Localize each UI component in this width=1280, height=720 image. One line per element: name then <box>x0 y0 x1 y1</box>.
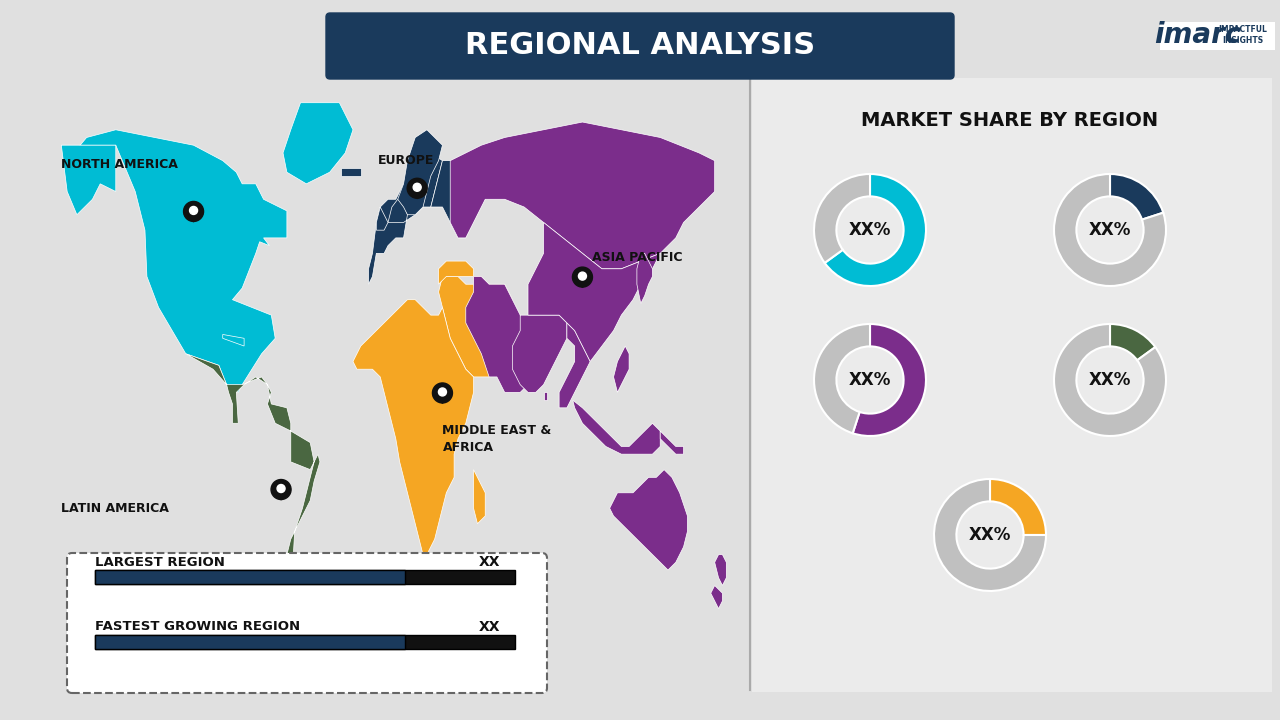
Circle shape <box>579 272 586 280</box>
Text: XX%: XX% <box>849 371 891 389</box>
Polygon shape <box>439 276 500 377</box>
Polygon shape <box>61 145 115 215</box>
Circle shape <box>439 388 447 396</box>
Polygon shape <box>544 392 548 400</box>
Wedge shape <box>934 479 1046 591</box>
Polygon shape <box>613 346 628 392</box>
Polygon shape <box>186 354 320 647</box>
Polygon shape <box>376 207 388 230</box>
Polygon shape <box>342 168 361 176</box>
Polygon shape <box>572 280 593 288</box>
Polygon shape <box>369 153 443 284</box>
Circle shape <box>572 267 593 287</box>
Text: XX: XX <box>479 555 500 569</box>
Polygon shape <box>283 103 353 184</box>
Text: NORTH AMERICA: NORTH AMERICA <box>61 158 178 171</box>
FancyBboxPatch shape <box>753 78 1272 692</box>
Text: REGIONAL ANALYSIS: REGIONAL ANALYSIS <box>465 32 815 60</box>
Circle shape <box>271 480 291 500</box>
FancyBboxPatch shape <box>1160 22 1275 50</box>
Polygon shape <box>474 469 485 523</box>
Wedge shape <box>814 174 870 263</box>
FancyBboxPatch shape <box>95 570 404 584</box>
FancyBboxPatch shape <box>95 635 404 649</box>
Polygon shape <box>660 431 684 454</box>
Circle shape <box>433 383 452 403</box>
Text: ASIA PACIFIC: ASIA PACIFIC <box>593 251 682 264</box>
Polygon shape <box>398 130 443 215</box>
Circle shape <box>189 207 197 215</box>
Polygon shape <box>353 300 474 554</box>
Text: IMPACTFUL
INSIGHTS: IMPACTFUL INSIGHTS <box>1219 24 1267 45</box>
Polygon shape <box>431 161 489 238</box>
Polygon shape <box>407 192 428 199</box>
Polygon shape <box>714 554 726 585</box>
FancyBboxPatch shape <box>67 553 547 693</box>
FancyBboxPatch shape <box>95 570 515 584</box>
Circle shape <box>276 485 285 492</box>
Polygon shape <box>474 276 512 330</box>
Text: LARGEST REGION: LARGEST REGION <box>95 556 225 569</box>
Wedge shape <box>814 324 870 433</box>
Circle shape <box>183 202 204 222</box>
Polygon shape <box>529 222 660 361</box>
Polygon shape <box>637 253 653 304</box>
Text: EUROPE: EUROPE <box>379 154 435 167</box>
Polygon shape <box>439 261 474 284</box>
Polygon shape <box>451 122 714 269</box>
Wedge shape <box>989 479 1046 535</box>
Wedge shape <box>1053 324 1166 436</box>
Text: MARKET SHARE BY REGION: MARKET SHARE BY REGION <box>861 110 1158 130</box>
Circle shape <box>413 184 421 192</box>
Polygon shape <box>433 396 452 404</box>
Polygon shape <box>609 469 687 570</box>
FancyBboxPatch shape <box>326 13 954 79</box>
Wedge shape <box>852 324 925 436</box>
Polygon shape <box>466 276 544 392</box>
Wedge shape <box>1110 324 1156 360</box>
Wedge shape <box>1110 174 1164 220</box>
Text: XX: XX <box>479 620 500 634</box>
Text: MIDDLE EAST &
AFRICA: MIDDLE EAST & AFRICA <box>443 424 552 454</box>
Text: XX%: XX% <box>1089 371 1132 389</box>
Polygon shape <box>271 492 291 500</box>
Polygon shape <box>61 130 287 392</box>
Circle shape <box>407 179 428 198</box>
Text: FASTEST GROWING REGION: FASTEST GROWING REGION <box>95 621 300 634</box>
Polygon shape <box>223 335 244 346</box>
Text: XX%: XX% <box>1089 221 1132 239</box>
Text: LATIN AMERICA: LATIN AMERICA <box>61 502 169 515</box>
Wedge shape <box>824 174 925 286</box>
Text: XX%: XX% <box>849 221 891 239</box>
Polygon shape <box>710 585 722 608</box>
Polygon shape <box>512 315 567 392</box>
Wedge shape <box>1053 174 1166 286</box>
Polygon shape <box>183 215 204 222</box>
Polygon shape <box>559 323 590 408</box>
Text: XX%: XX% <box>969 526 1011 544</box>
Text: imarc: imarc <box>1155 21 1242 49</box>
FancyBboxPatch shape <box>95 635 515 649</box>
Polygon shape <box>572 400 660 454</box>
